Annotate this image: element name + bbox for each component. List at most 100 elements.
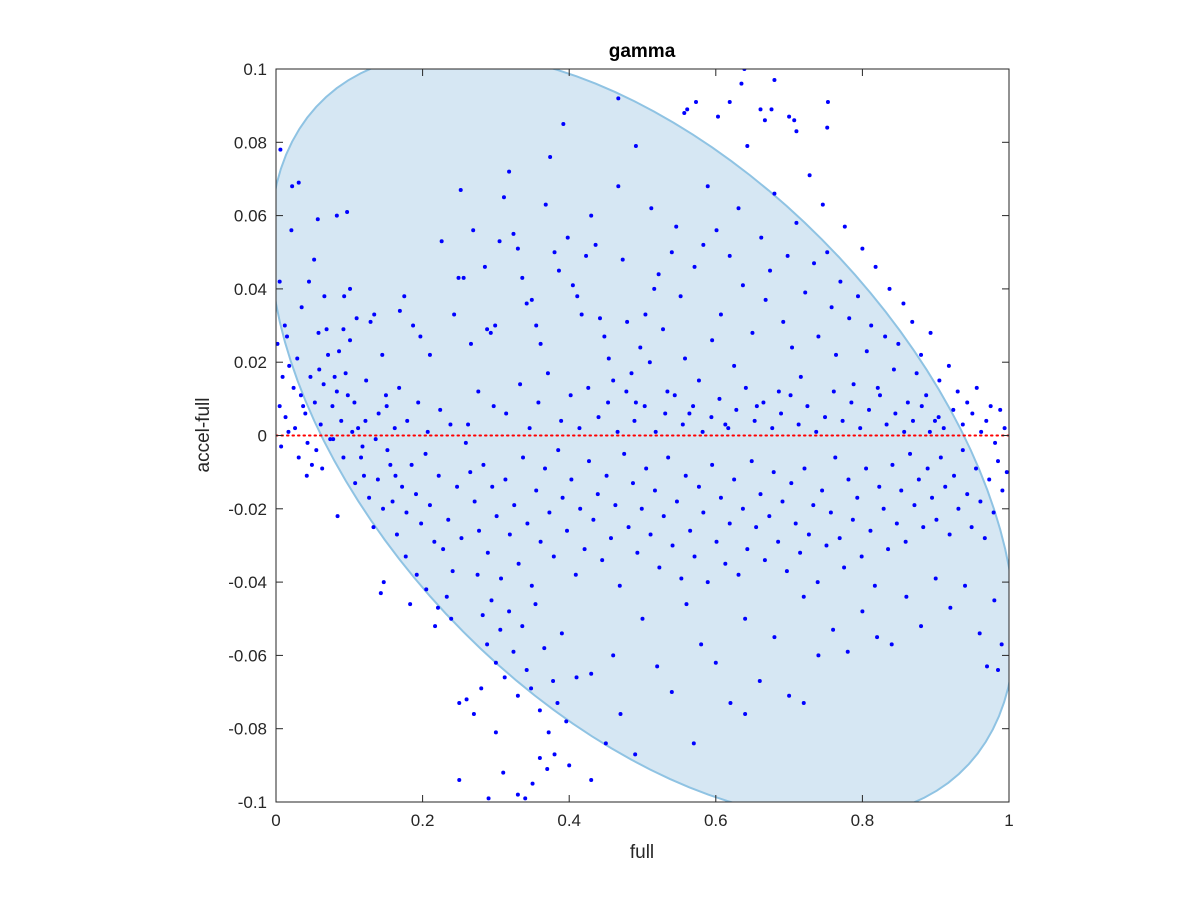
data-point [757, 679, 762, 684]
data-point [584, 253, 589, 258]
data-point [486, 796, 491, 801]
data-point [341, 455, 346, 460]
data-point [471, 228, 476, 233]
data-point [647, 360, 652, 365]
data-point [530, 781, 535, 786]
data-point [394, 532, 399, 537]
data-point [489, 598, 494, 603]
data-point [794, 129, 799, 134]
data-point [559, 631, 564, 636]
data-point [568, 393, 573, 398]
data-point [683, 473, 688, 478]
data-point [345, 209, 350, 214]
data-point [904, 594, 909, 599]
data-point [772, 191, 777, 196]
data-point [475, 572, 480, 577]
data-point [597, 316, 602, 321]
data-point [996, 668, 1000, 673]
data-point [806, 532, 811, 537]
data-point [342, 294, 347, 299]
data-point [378, 591, 383, 596]
data-point [552, 752, 557, 757]
data-point [743, 616, 748, 621]
data-point [896, 341, 901, 346]
data-point [919, 352, 924, 357]
data-point [537, 756, 542, 761]
data-point [639, 506, 644, 511]
data-point [859, 554, 864, 559]
data-point [969, 525, 974, 530]
x-tick-label: 0.4 [557, 811, 581, 830]
data-point [548, 154, 553, 159]
data-point [547, 510, 552, 515]
data-point [611, 653, 616, 658]
data-point [507, 609, 512, 614]
data-point [978, 499, 983, 504]
data-point [332, 374, 337, 379]
data-point [481, 462, 486, 467]
y-tick-label: 0.08 [234, 133, 267, 152]
data-point [353, 481, 358, 486]
data-point [687, 411, 692, 416]
data-point [758, 107, 763, 112]
data-point [276, 341, 280, 346]
data-point [408, 602, 413, 607]
data-point [393, 473, 398, 478]
data-point [732, 477, 737, 482]
data-point [277, 279, 282, 284]
data-point [427, 352, 432, 357]
data-point [296, 455, 301, 460]
data-point [501, 770, 506, 775]
data-point [718, 312, 723, 317]
data-point [520, 624, 525, 629]
data-point [860, 246, 865, 251]
data-point [291, 385, 296, 390]
data-point [672, 393, 677, 398]
data-point [414, 492, 418, 497]
data-point [948, 605, 953, 610]
data-point [840, 418, 845, 423]
data-point [889, 642, 894, 647]
data-point [602, 334, 607, 339]
data-point [543, 466, 548, 471]
data-point [616, 96, 621, 101]
data-point [493, 730, 498, 735]
data-point [343, 371, 348, 376]
data-point [446, 517, 451, 522]
data-point [992, 598, 997, 603]
data-point [674, 224, 679, 229]
data-point [682, 110, 687, 115]
data-point [736, 572, 741, 577]
y-axis-label: accel-full [193, 398, 214, 473]
data-point [856, 294, 860, 299]
data-point [679, 576, 684, 581]
data-point [858, 426, 863, 431]
data-point [714, 228, 719, 233]
y-tick-label: -0.1 [238, 793, 267, 812]
data-point [718, 495, 723, 500]
data-point [901, 301, 906, 306]
data-point [834, 352, 839, 357]
data-point [694, 99, 699, 104]
data-point [991, 510, 996, 515]
data-point [515, 792, 520, 797]
data-point [831, 389, 836, 394]
data-point [771, 470, 776, 475]
data-point [480, 613, 485, 618]
data-point [674, 499, 679, 504]
data-point [493, 323, 498, 328]
data-point [910, 418, 915, 423]
data-point [334, 389, 339, 394]
data-point [663, 411, 668, 416]
data-point [956, 506, 961, 511]
data-point [348, 286, 353, 291]
data-point [361, 473, 366, 478]
data-point [524, 301, 529, 306]
data-point [512, 503, 517, 508]
data-point [781, 319, 786, 324]
data-point [974, 466, 979, 471]
data-point [925, 466, 930, 471]
data-point [814, 429, 819, 434]
data-point [287, 363, 292, 368]
data-point [847, 316, 852, 321]
